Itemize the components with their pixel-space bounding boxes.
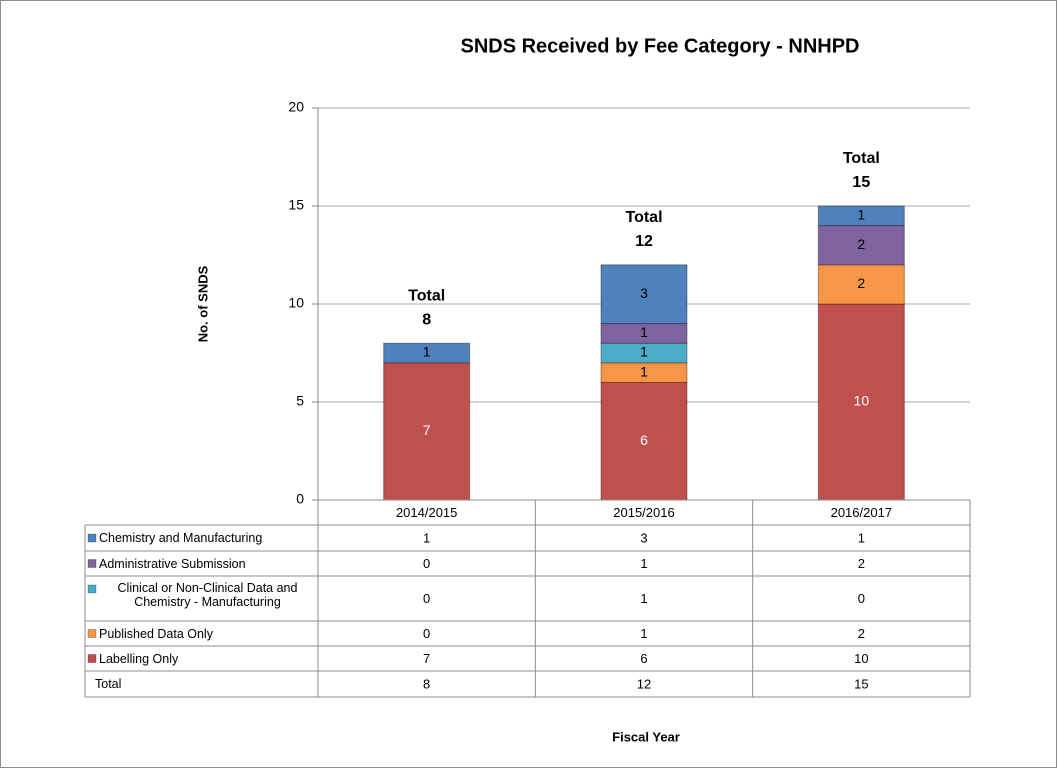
y-axis-label: No. of SNDS <box>195 265 210 342</box>
y-tick-label: 10 <box>288 295 304 311</box>
row-label: Total <box>95 677 122 691</box>
legend-marker <box>87 584 97 594</box>
table-value: 1 <box>640 591 647 606</box>
x-tick-label: 2015/2016 <box>613 505 674 520</box>
row-label: Chemistry and Manufacturing <box>99 531 263 545</box>
table-row-label: Labelling Only <box>99 651 179 666</box>
x-tick-label: 2016/2017 <box>831 505 892 520</box>
table-value: 3 <box>640 530 647 545</box>
bar-segment <box>817 303 905 501</box>
legend-marker <box>87 533 97 543</box>
table-total: 15 <box>854 676 868 691</box>
row-label: Administrative Submission <box>99 556 246 571</box>
y-tick-label: 20 <box>288 99 304 115</box>
legend-marker <box>87 629 97 638</box>
data-label: 10 <box>854 393 870 409</box>
total-value: 8 <box>422 311 431 328</box>
data-label: 1 <box>423 344 431 360</box>
total-label: Total <box>408 287 445 304</box>
bar-segment <box>817 225 905 266</box>
legend-marker <box>87 654 97 663</box>
row-label: Published Data Only <box>99 626 213 641</box>
table-row-label: Published Data Only <box>99 626 213 641</box>
data-label: 7 <box>423 422 431 438</box>
table-value: 10 <box>854 651 868 666</box>
table-row-label: Administrative Submission <box>99 556 246 571</box>
table-value: 0 <box>858 591 865 606</box>
chart-title: SNDS Received by Fee Category - NNHPD <box>460 35 859 57</box>
y-tick-label: 5 <box>296 393 304 409</box>
row-label: Clinical or Non-Clinical Data and Chemis… <box>117 581 298 609</box>
bar-segment <box>600 264 688 325</box>
y-tick-label: 15 <box>288 197 304 213</box>
x-axis-label: Fiscal Year <box>612 729 680 744</box>
data-label: 3 <box>640 285 648 301</box>
table-value: 0 <box>423 591 430 606</box>
y-tick-label: 0 <box>296 491 304 507</box>
data-label: 1 <box>640 363 648 379</box>
table-row-label: Total <box>95 677 122 691</box>
x-tick-label: 2014/2015 <box>396 505 457 520</box>
data-label: 1 <box>857 207 865 223</box>
bar-segment <box>817 264 905 305</box>
total-label: Total <box>625 209 662 226</box>
data-label: 2 <box>857 275 865 291</box>
total-value: 12 <box>635 233 653 250</box>
data-label: 2 <box>857 236 865 252</box>
data-label: 1 <box>640 324 648 340</box>
table-value: 7 <box>423 651 430 666</box>
table-value: 1 <box>858 530 865 545</box>
bar-segment <box>600 381 688 501</box>
table-total: 12 <box>637 676 651 691</box>
table-value: 2 <box>858 556 865 571</box>
bar-segment <box>383 362 471 501</box>
table-row-label: Clinical or Non-Clinical Data and Chemis… <box>117 581 298 609</box>
bar-segment <box>600 323 688 344</box>
table-value: 1 <box>640 626 647 641</box>
table-value: 1 <box>423 530 430 545</box>
table-row-label: Chemistry and Manufacturing <box>99 531 263 545</box>
table-value: 0 <box>423 626 430 641</box>
bar-segment <box>817 205 905 227</box>
legend-marker <box>87 559 97 568</box>
total-value: 15 <box>852 174 870 191</box>
table-value: 2 <box>858 626 865 641</box>
data-label: 6 <box>640 432 648 448</box>
total-label: Total <box>843 150 880 167</box>
table-value: 1 <box>640 556 647 571</box>
bar-segment <box>383 342 471 364</box>
row-label: Labelling Only <box>99 651 179 666</box>
table-value: 0 <box>423 556 430 571</box>
data-label: 1 <box>640 344 648 360</box>
table-total: 8 <box>423 676 430 691</box>
table-value: 6 <box>640 651 647 666</box>
